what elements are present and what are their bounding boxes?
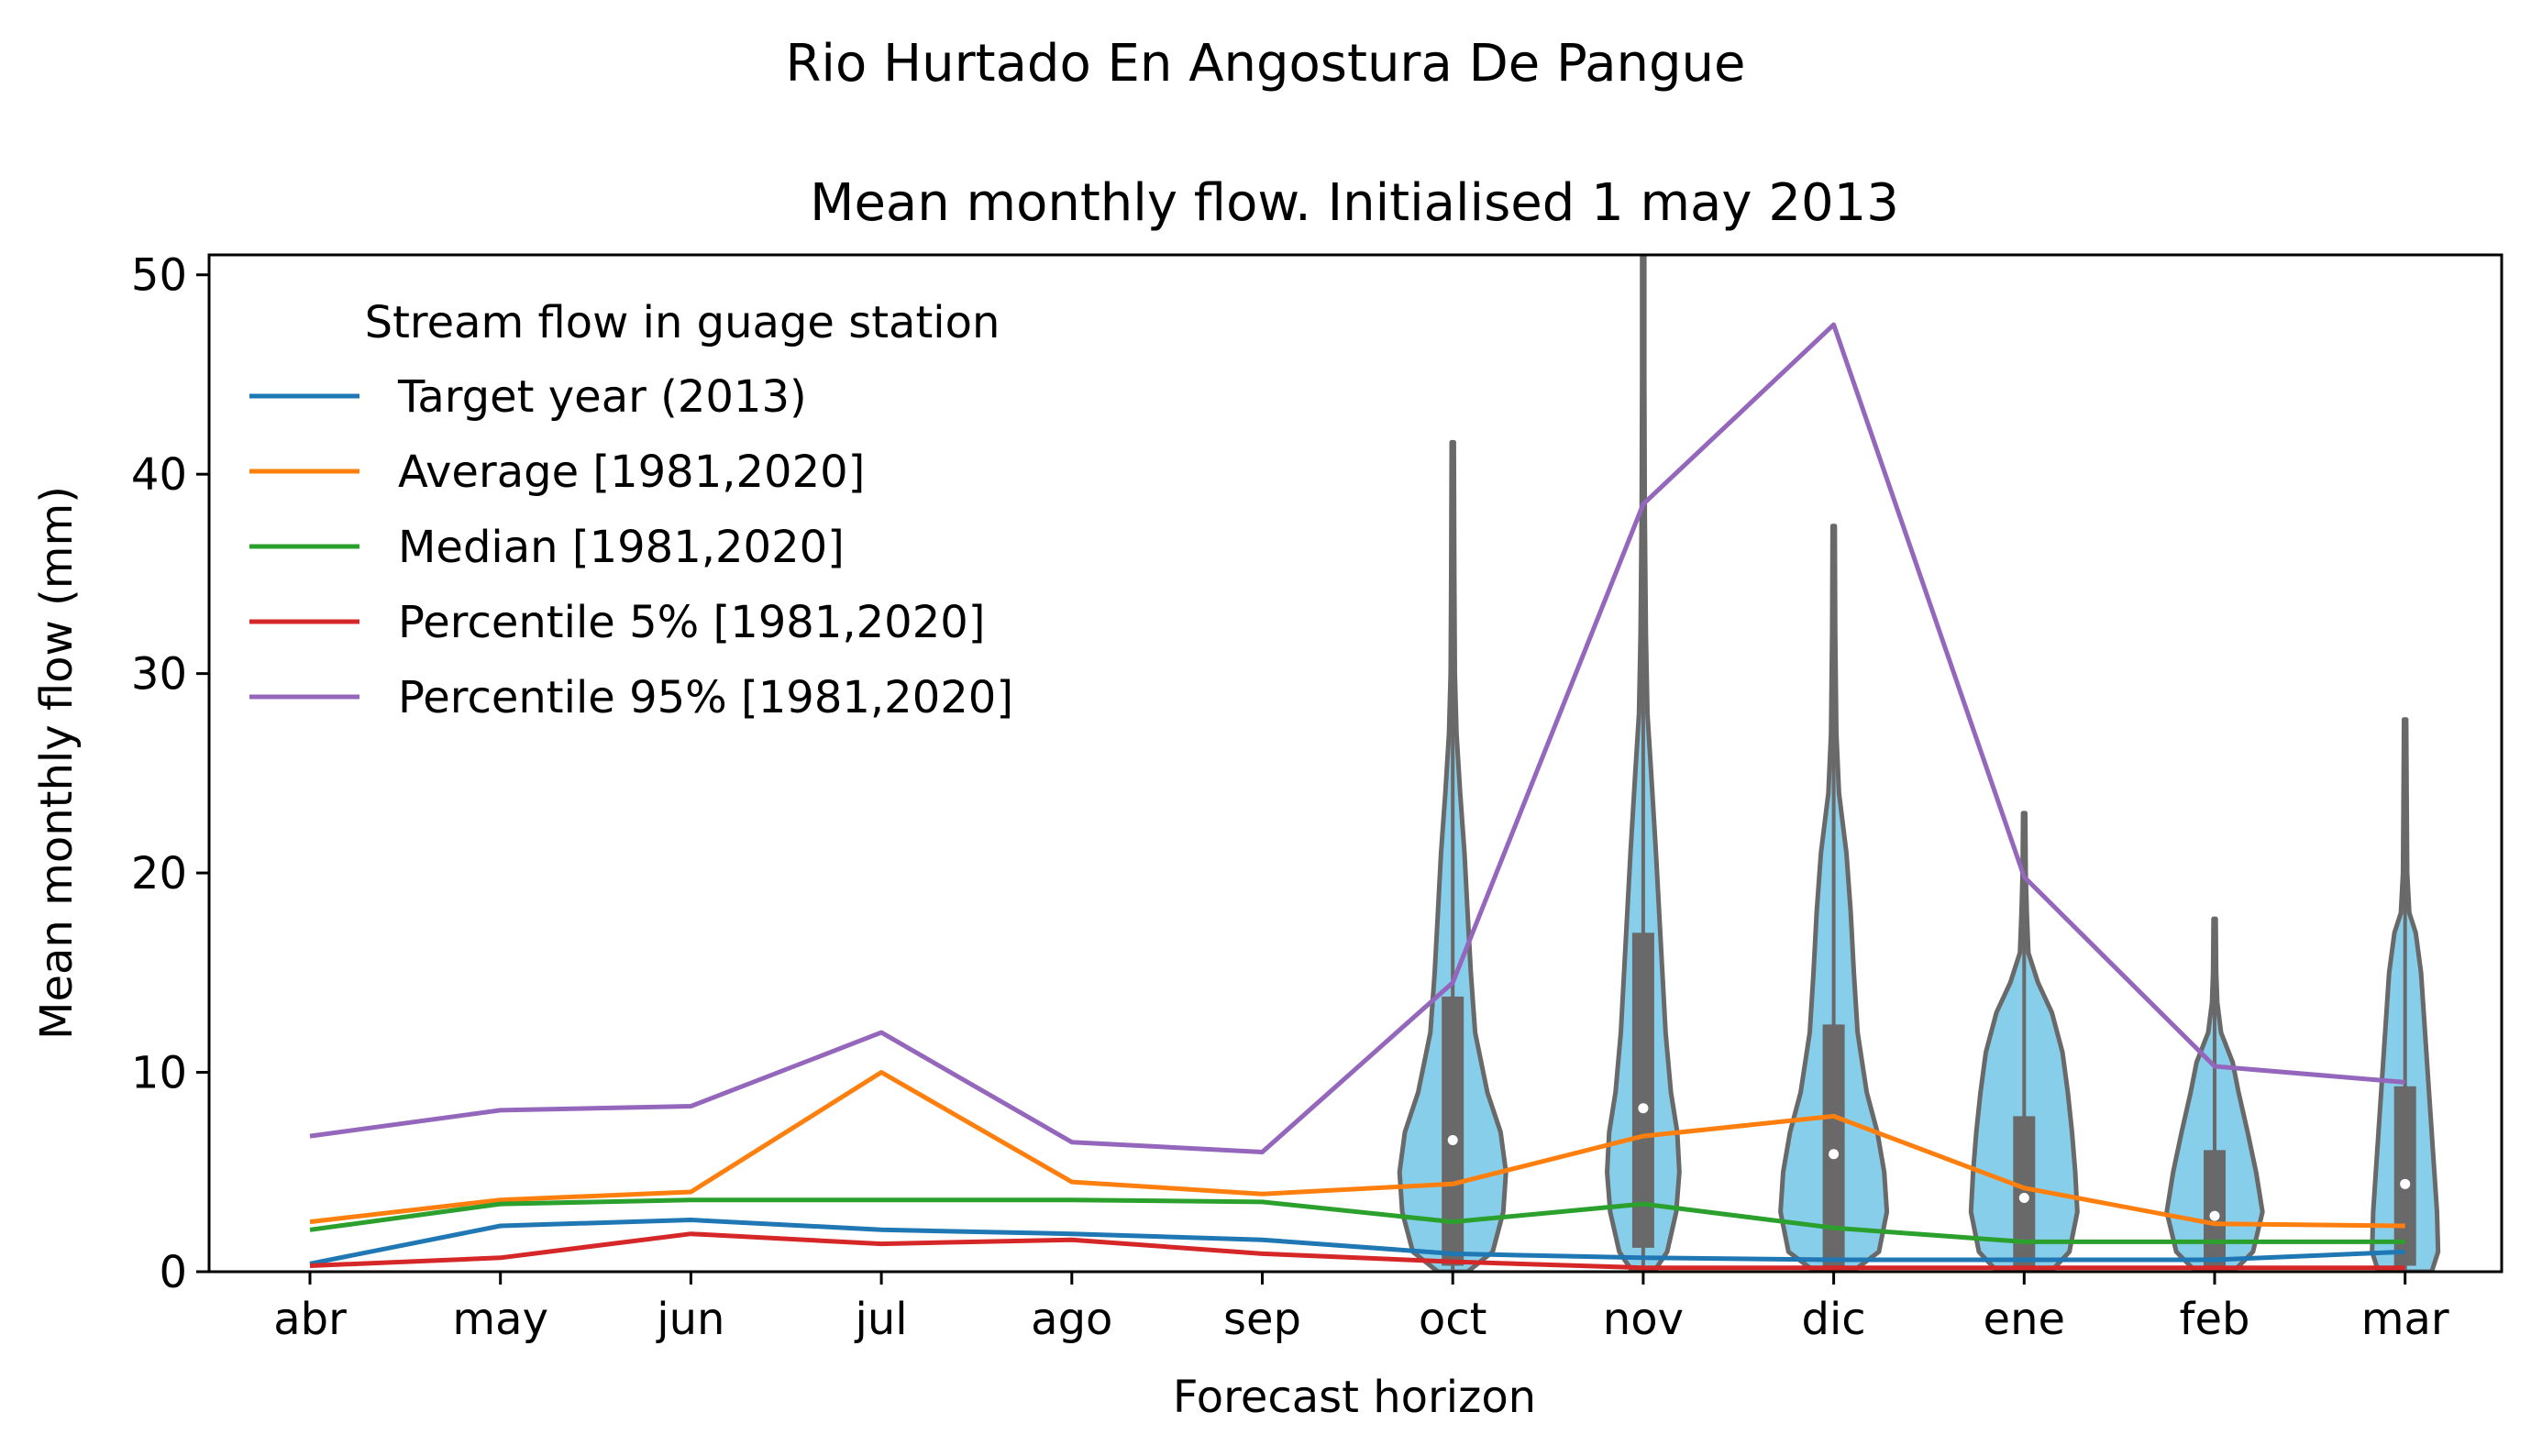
y-tick-label: 0: [159, 1247, 187, 1298]
violin-feb: [2164, 916, 2265, 1272]
series-line-2: [309, 1070, 2405, 1229]
violin-iqr-box-dic: [1822, 1024, 1845, 1272]
violin-ene: [1968, 811, 2080, 1272]
legend: Stream flow in guage station Target year…: [249, 297, 1013, 723]
violin-iqr-box-mar: [2393, 1086, 2416, 1266]
x-tick-label: may: [452, 1294, 548, 1345]
legend-label-3: Median [1981,2020]: [398, 522, 845, 573]
x-tick-label: nov: [1603, 1294, 1684, 1345]
x-tick-label: abr: [273, 1294, 347, 1345]
x-tick-label: jul: [855, 1294, 908, 1345]
y-tick-label: 30: [131, 649, 187, 700]
legend-label-2: Average [1981,2020]: [398, 447, 865, 498]
violin-median-dic: [1829, 1149, 1840, 1160]
violin-median-oct: [1447, 1134, 1458, 1145]
violin-median-ene: [2018, 1193, 2029, 1204]
violin-median-mar: [2400, 1178, 2411, 1189]
y-tick-label: 50: [131, 250, 187, 302]
violin-layer: [1397, 255, 2441, 1272]
x-axis-ticks: abr may jun jul ago sep oct nov dic ene feb mar: [273, 1272, 2449, 1345]
violin-median-feb: [2209, 1210, 2220, 1221]
series-line-5: [309, 322, 2405, 1154]
violin-dic: [1778, 524, 1890, 1272]
y-tick-label: 20: [131, 848, 187, 899]
violin-mar: [2370, 717, 2441, 1272]
violin-iqr-box-feb: [2204, 1150, 2226, 1266]
legend-label-5: Percentile 95% [1981,2020]: [398, 672, 1013, 723]
x-tick-label: jun: [656, 1294, 724, 1345]
series-line-4: [309, 1231, 2405, 1271]
legend-title: Stream flow in guage station: [365, 297, 1000, 348]
series-line-1: [309, 1218, 2405, 1266]
x-tick-label: mar: [2361, 1294, 2449, 1345]
x-tick-label: ene: [1984, 1294, 2065, 1345]
legend-label-4: Percentile 5% [1981,2020]: [398, 597, 986, 648]
y-axis-label: Mean monthly flow (mm): [31, 486, 83, 1040]
x-tick-label: dic: [1801, 1294, 1865, 1345]
x-tick-label: ago: [1031, 1294, 1112, 1345]
series-lines: [309, 322, 2405, 1271]
violin-iqr-box-oct: [1442, 996, 1464, 1266]
plot-area: 0 10 20 30 40 50 abr may jun jul ago sep oct nov dic e…: [131, 250, 2503, 1345]
figure-suptitle: Rio Hurtado En Angostura De Pangue: [785, 34, 1745, 94]
series-line-3: [309, 1197, 2405, 1244]
violin-oct: [1397, 439, 1509, 1272]
y-tick-label: 10: [131, 1048, 187, 1099]
x-axis-label: Forecast horizon: [1173, 1372, 1536, 1423]
violin-iqr-box-nov: [1631, 932, 1654, 1248]
axes-frame: [207, 253, 2503, 1274]
y-axis-ticks: 0 10 20 30 40 50: [131, 250, 209, 1298]
legend-label-1: Target year (2013): [397, 371, 807, 423]
x-tick-label: oct: [1419, 1294, 1487, 1345]
y-tick-label: 40: [131, 449, 187, 501]
x-tick-label: sep: [1223, 1294, 1301, 1345]
violin-median-nov: [1638, 1103, 1649, 1114]
chart-title: Mean monthly flow. Initialised 1 may 201…: [810, 173, 1899, 233]
x-tick-label: feb: [2180, 1294, 2250, 1345]
violin-nov: [1605, 255, 1682, 1272]
